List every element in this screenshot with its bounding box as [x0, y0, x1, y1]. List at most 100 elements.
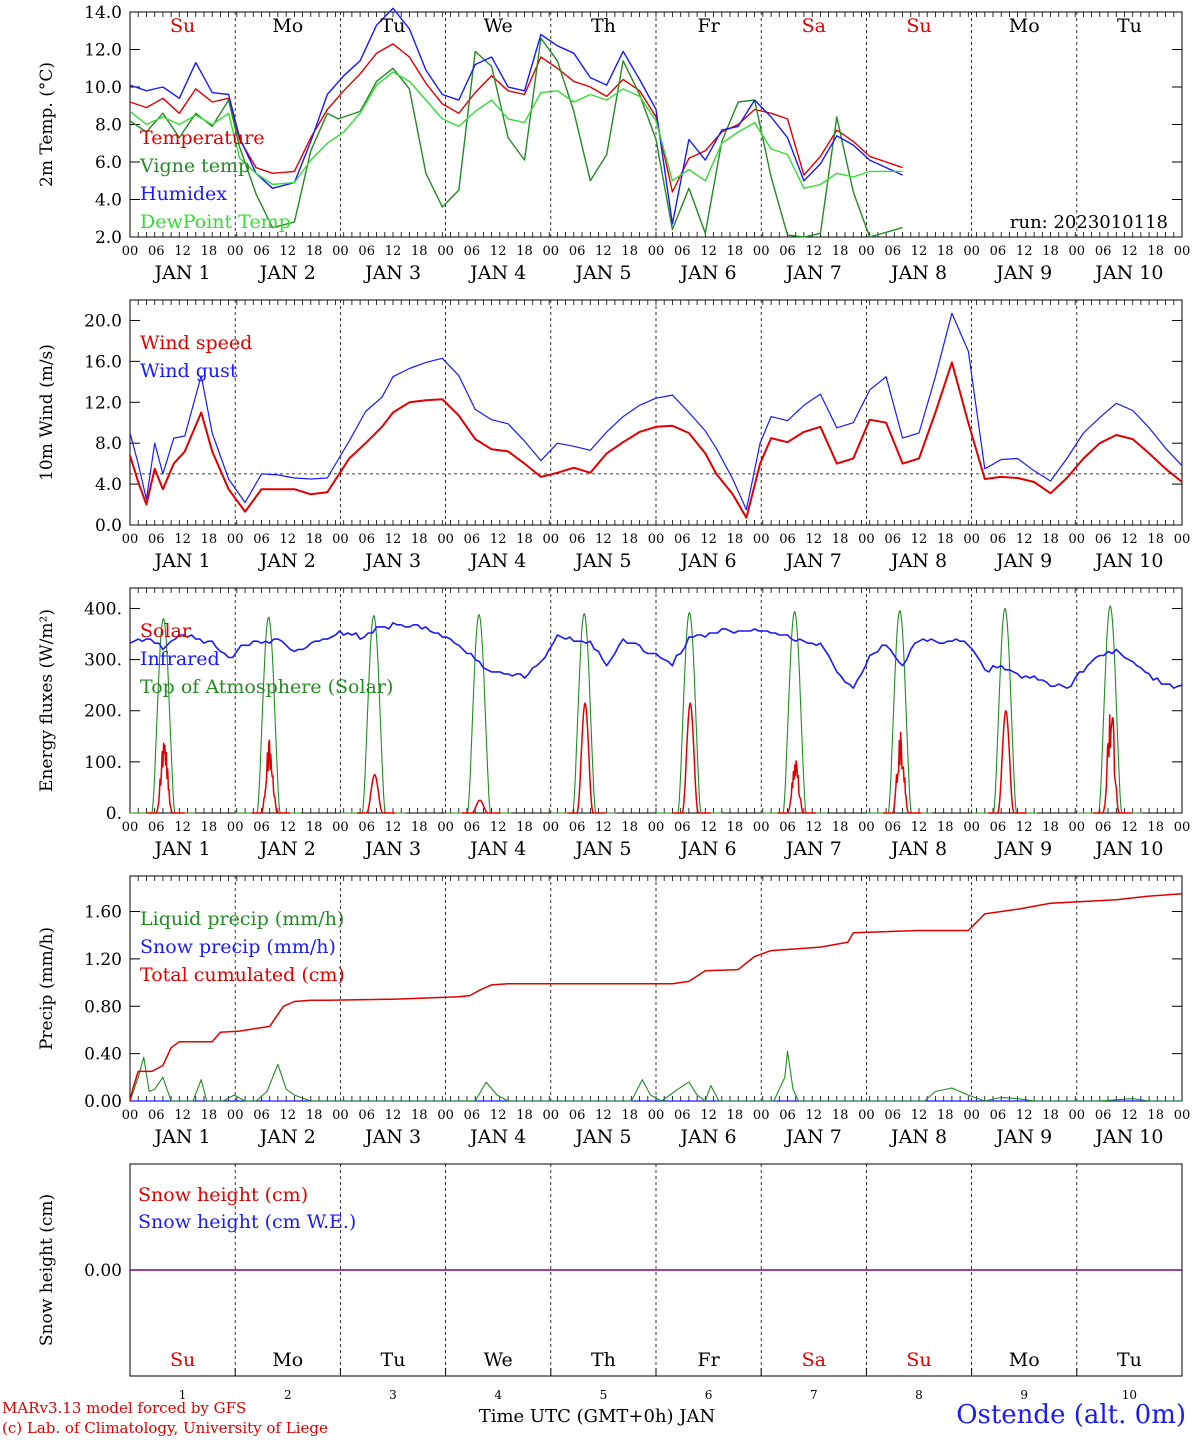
x-hour-label: 18: [832, 532, 849, 547]
x-date-label: JAN 1: [153, 838, 211, 860]
day-name-label: Th: [591, 15, 616, 37]
day-name-label: Su: [906, 15, 931, 37]
x-date-label: JAN 3: [363, 550, 421, 572]
x-date-label: JAN 8: [889, 550, 947, 572]
x-hour-label: 12: [1016, 532, 1033, 547]
x-hour-label: 12: [385, 532, 402, 547]
legend-entry: Liquid precip (mm/h): [140, 908, 344, 930]
x-hour-label: 12: [806, 820, 823, 835]
x-hour-label: 18: [201, 244, 218, 259]
legend-entry: Vigne temp: [139, 155, 250, 177]
x-hour-label: 00: [858, 244, 875, 259]
x-date-label: JAN 4: [468, 1126, 526, 1148]
x-hour-label: 12: [595, 532, 612, 547]
x-hour-label: 12: [174, 244, 191, 259]
x-hour-label: 06: [569, 244, 586, 259]
snow-x-ticks: [129, 1368, 1183, 1376]
x-hour-label: 00: [648, 1108, 665, 1123]
x-hour-label: 12: [911, 820, 928, 835]
day-name-label: Tu: [381, 1349, 406, 1371]
x-hour-label: 12: [1121, 1108, 1138, 1123]
legend-entry: Infrared: [140, 648, 220, 670]
x-hour-label: 18: [1042, 244, 1059, 259]
x-hour-label: 06: [884, 244, 901, 259]
day-name-label: Tu: [1117, 15, 1142, 37]
x-hour-label: 18: [306, 1108, 323, 1123]
y-tick-label: 8.0: [95, 434, 122, 454]
x-hour-label: 06: [990, 532, 1007, 547]
series-dewpoint-temp: [129, 71, 903, 189]
x-hour-label: 12: [911, 532, 928, 547]
day-number-label: 4: [494, 1388, 502, 1402]
series-toa-solar-day: [866, 610, 933, 814]
x-hour-label: 06: [1095, 532, 1112, 547]
y-tick-label: 200.: [84, 702, 122, 722]
x-date-label: JAN 3: [363, 838, 421, 860]
y-tick-label: 0.: [106, 804, 122, 824]
x-hour-label: 12: [595, 244, 612, 259]
x-date-label: JAN 2: [258, 838, 316, 860]
series-solar-day: [987, 709, 1027, 814]
x-date-label: JAN 8: [889, 1126, 947, 1148]
x-hour-label: 06: [884, 820, 901, 835]
energy-x-ticks: [129, 588, 1183, 813]
x-hour-label: 12: [385, 1108, 402, 1123]
day-name-label: Su: [170, 1349, 195, 1371]
x-hour-label: 12: [700, 820, 717, 835]
x-hour-label: 00: [227, 1108, 244, 1123]
x-hour-label: 00: [963, 1108, 980, 1123]
y-tick-label: 12.0: [84, 41, 122, 61]
day-name-label: Fr: [697, 15, 720, 37]
x-hour-label: 06: [569, 532, 586, 547]
x-date-label: JAN 1: [153, 550, 211, 572]
precip-panel: 0.00 0.40 0.80 1.20 1.60 Precip (mm/h) Liquid …: [37, 875, 1191, 1148]
x-hour-label: 12: [1016, 244, 1033, 259]
x-date-label: JAN 8: [889, 262, 947, 284]
x-hour-label: 06: [779, 244, 796, 259]
x-hour-label: 00: [1174, 1108, 1191, 1123]
day-number-label: 3: [389, 1388, 397, 1402]
series-solar-day: [567, 702, 606, 814]
x-hour-label: 06: [464, 244, 481, 259]
x-hour-label: 00: [122, 820, 139, 835]
y-axis-title: 10m Wind (m/s): [37, 344, 57, 481]
x-hour-label: 00: [122, 1108, 139, 1123]
x-hour-label: 00: [648, 532, 665, 547]
x-hour-label: 00: [227, 820, 244, 835]
wind-x-ticks: [129, 300, 1183, 525]
precip-x-ticks: [129, 876, 1183, 1101]
x-hour-label: 06: [148, 244, 165, 259]
x-hour-label: 12: [490, 820, 507, 835]
x-date-label: JAN 3: [363, 1126, 421, 1148]
x-hour-label: 06: [990, 820, 1007, 835]
x-hour-label: 00: [332, 532, 349, 547]
x-hour-label: 12: [806, 532, 823, 547]
energy-frame: [129, 587, 1183, 814]
day-name-label: Sa: [802, 1349, 826, 1371]
x-hour-label: 12: [700, 244, 717, 259]
x-hour-label: 12: [280, 820, 297, 835]
x-date-label: JAN 2: [258, 1126, 316, 1148]
x-hour-label: 12: [1121, 820, 1138, 835]
wind-frame: [129, 299, 1183, 526]
series-solar-day: [1093, 714, 1132, 814]
x-date-label: JAN 5: [573, 838, 631, 860]
x-hour-label: 18: [727, 532, 744, 547]
x-hour-label: 18: [306, 244, 323, 259]
x-hour-label: 18: [621, 820, 638, 835]
y-tick-label: 0.80: [84, 997, 122, 1017]
day-number-label: 9: [1020, 1388, 1028, 1402]
x-date-label: JAN 9: [994, 550, 1052, 572]
x-hour-label: 12: [1121, 532, 1138, 547]
series-wind-speed: [129, 361, 1183, 519]
x-hour-label: 12: [174, 1108, 191, 1123]
x-hour-label: 00: [332, 244, 349, 259]
series-solar-day: [146, 742, 185, 814]
x-hour-label: 00: [437, 820, 454, 835]
x-date-label: JAN 1: [153, 1126, 211, 1148]
x-date-label: JAN 6: [679, 838, 737, 860]
x-hour-label: 00: [858, 532, 875, 547]
day-name-label: Su: [170, 15, 195, 37]
x-hour-label: 00: [648, 244, 665, 259]
x-hour-label: 00: [332, 820, 349, 835]
